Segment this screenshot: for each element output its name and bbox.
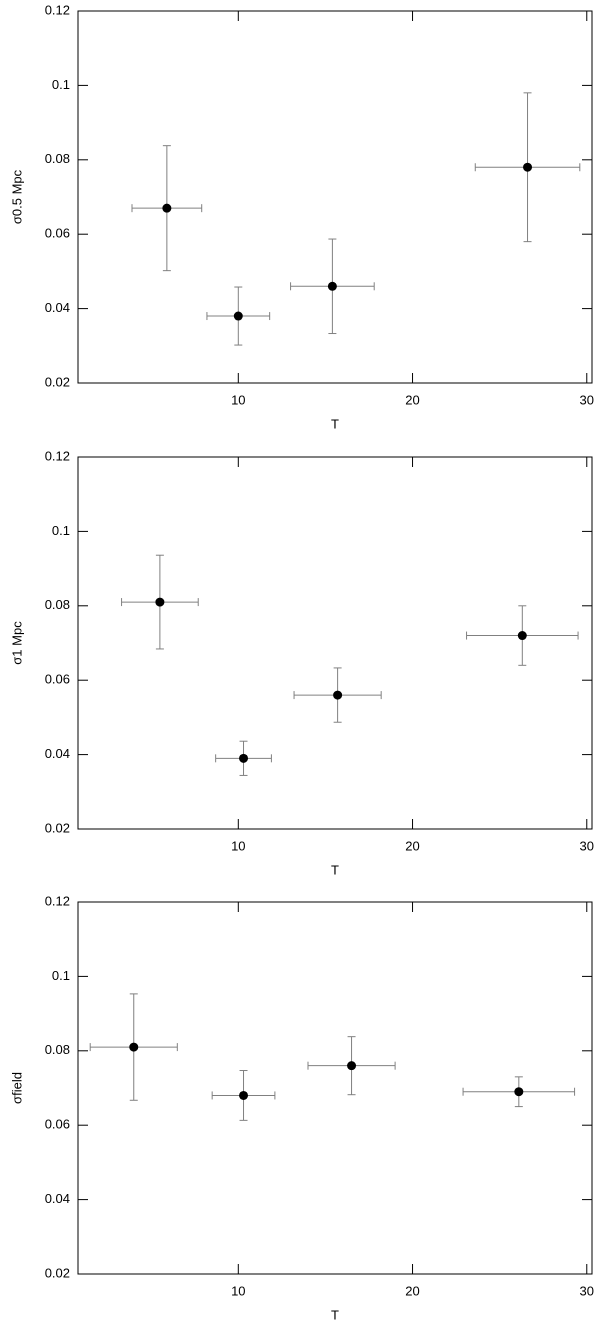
- data-point: [129, 1042, 139, 1052]
- y-tick-label: 0.12: [45, 893, 70, 908]
- x-tick-label: 20: [405, 1283, 419, 1298]
- x-axis-label: T: [331, 416, 339, 431]
- y-tick-label: 0.08: [45, 151, 70, 166]
- x-axis-label: T: [331, 862, 339, 877]
- plot-frame: [77, 10, 593, 384]
- x-tick-label: 30: [580, 838, 594, 853]
- x-tick-label: 10: [231, 838, 245, 853]
- y-tick-label: 0.02: [45, 374, 70, 389]
- data-point: [327, 281, 337, 291]
- y-tick-label: 0.06: [45, 672, 70, 687]
- y-tick-label: 0.02: [45, 820, 70, 835]
- y-tick-label: 0.04: [45, 746, 70, 761]
- plot-frame: [77, 901, 593, 1275]
- y-tick-label: 0.1: [52, 523, 70, 538]
- x-tick-label: 30: [580, 1283, 594, 1298]
- y-axis-label: σ1 Mpc: [9, 621, 24, 665]
- plot-frame: [77, 456, 593, 830]
- data-point: [162, 203, 172, 213]
- y-tick-label: 0.02: [45, 1265, 70, 1280]
- data-point: [517, 631, 527, 641]
- data-point: [233, 311, 243, 321]
- data-point: [514, 1087, 524, 1097]
- data-point: [333, 690, 343, 700]
- y-axis-label: σfield: [9, 1072, 24, 1104]
- y-tick-label: 0.12: [45, 2, 70, 17]
- y-tick-label: 0.1: [52, 968, 70, 983]
- y-tick-label: 0.04: [45, 1191, 70, 1206]
- data-point: [239, 1090, 249, 1100]
- x-tick-label: 10: [231, 392, 245, 407]
- y-tick-label: 0.06: [45, 226, 70, 241]
- x-axis-label: T: [331, 1307, 339, 1321]
- y-axis-label: σ0.5 Mpc: [9, 169, 24, 224]
- y-tick-label: 0.04: [45, 300, 70, 315]
- data-point: [347, 1061, 357, 1071]
- y-tick-label: 0.08: [45, 1042, 70, 1057]
- x-tick-label: 30: [580, 392, 594, 407]
- data-point: [239, 753, 249, 763]
- y-tick-label: 0.08: [45, 597, 70, 612]
- y-tick-label: 0.12: [45, 448, 70, 463]
- y-tick-label: 0.06: [45, 1117, 70, 1132]
- data-point: [155, 597, 165, 607]
- data-point: [523, 162, 533, 172]
- x-tick-label: 10: [231, 1283, 245, 1298]
- x-tick-label: 20: [405, 392, 419, 407]
- y-tick-label: 0.1: [52, 77, 70, 92]
- x-tick-label: 20: [405, 838, 419, 853]
